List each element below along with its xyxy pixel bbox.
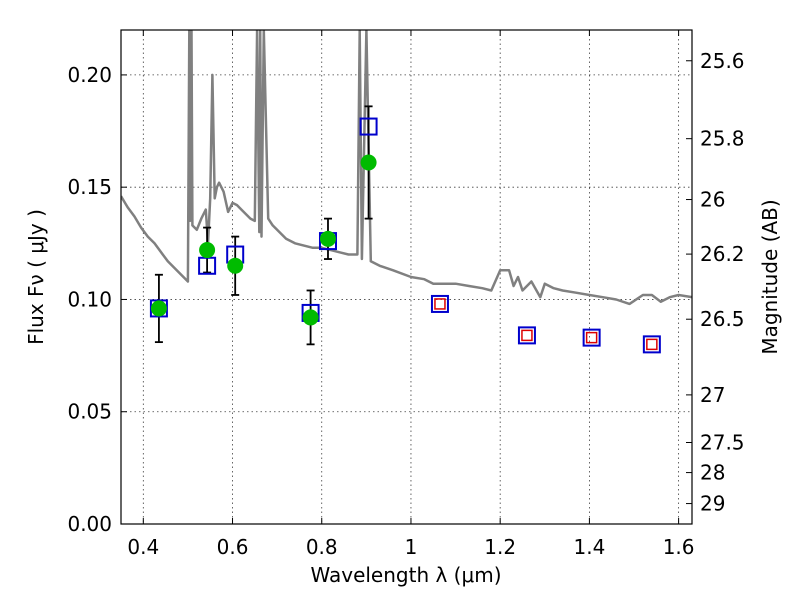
limit-square-point — [434, 298, 446, 310]
mag-tick-label: 26.5 — [700, 307, 745, 331]
observed-point — [150, 300, 167, 317]
x-tick-label: 0.6 — [217, 535, 249, 559]
y-tick-label: 0.15 — [67, 175, 112, 199]
plot-area — [121, 30, 692, 354]
x-tick-label: 1 — [405, 535, 418, 559]
x-tick-label: 1.6 — [663, 535, 695, 559]
x-tick-label: 1.4 — [573, 535, 605, 559]
x-tick-label: 0.8 — [306, 535, 338, 559]
y-tick-label: 0.00 — [67, 512, 112, 536]
y-tick-label: 0.20 — [67, 63, 112, 87]
observed-point — [302, 309, 319, 326]
mag-tick-label: 29 — [700, 492, 725, 516]
observed-point — [360, 154, 377, 171]
y-axis-label: Flux Fν ( μJy ) — [24, 209, 48, 345]
y2-axis-label: Magnitude (AB) — [758, 199, 782, 354]
observed-point — [319, 230, 336, 247]
mag-tick-label: 27 — [700, 383, 725, 407]
plot-series — [121, 30, 692, 354]
limit-square-point — [646, 338, 658, 351]
model-square-point — [642, 335, 661, 354]
grid-lines — [121, 30, 692, 525]
mag-tick-label: 28 — [700, 461, 725, 485]
mag-tick-label: 26.2 — [700, 242, 745, 266]
y-tick-label: 0.05 — [67, 400, 112, 424]
observed-point — [199, 242, 216, 259]
limit-square-point — [585, 331, 598, 344]
spectrum-line — [121, 30, 692, 306]
mag-tick-label: 25.8 — [700, 127, 745, 151]
model-square-point — [430, 294, 449, 313]
x-tick-label: 1.2 — [484, 535, 516, 559]
x-axis-label: Wavelength λ (μm) — [310, 563, 501, 587]
plot-frame — [120, 29, 693, 525]
observed-point — [227, 257, 244, 274]
mag-tick-label: 27.5 — [700, 430, 745, 454]
x-tick-label: 0.4 — [127, 535, 159, 559]
model-square-point — [582, 328, 601, 347]
model-square-point — [517, 326, 536, 345]
limit-square-point — [521, 329, 533, 342]
y-tick-label: 0.10 — [67, 287, 112, 311]
model-square-point — [359, 117, 378, 136]
mag-tick-label: 26 — [700, 188, 725, 212]
axes: 0.4 0.6 0.8 1 1.2 1.4 1.6 0.00 0.05 0.10 0.15 0.20 2… — [67, 30, 745, 559]
mag-tick-label: 25.6 — [700, 49, 745, 73]
